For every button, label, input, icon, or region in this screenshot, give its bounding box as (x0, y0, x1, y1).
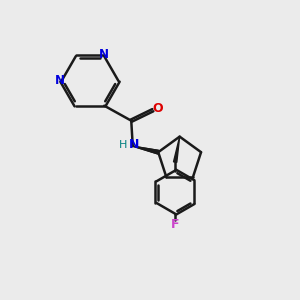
Text: F: F (171, 218, 179, 231)
Polygon shape (133, 146, 159, 154)
Text: N: N (128, 138, 139, 151)
Polygon shape (173, 136, 180, 162)
Polygon shape (133, 146, 159, 154)
Text: O: O (153, 102, 163, 115)
Text: N: N (99, 48, 109, 61)
Text: H: H (119, 140, 127, 150)
Text: N: N (55, 74, 65, 88)
